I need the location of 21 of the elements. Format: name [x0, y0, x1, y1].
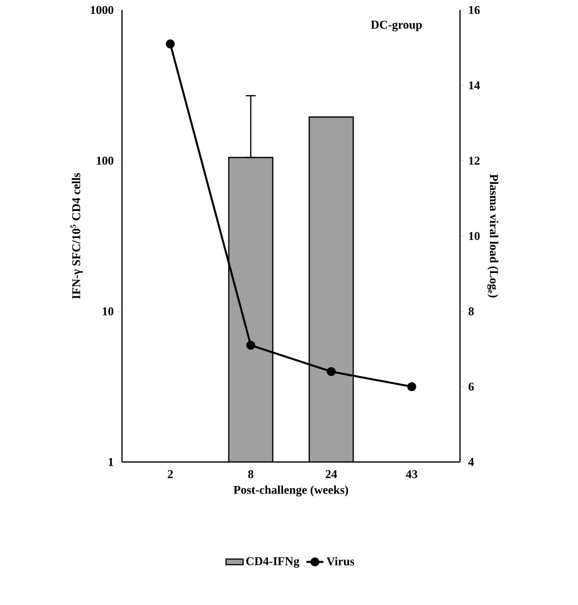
y2-tick-label: 6 [468, 382, 474, 391]
x-tick-label: 43 [406, 470, 418, 478]
x-axis-title: Post-challenge (weeks) [234, 485, 348, 496]
x-tick-label: 24 [326, 470, 337, 478]
y-tick-label: 100 [96, 156, 114, 165]
y2-axis-title: Plasma viral load (Log$_{e}$) [487, 174, 498, 298]
y-tick-label: 10 [102, 307, 114, 316]
y-axis-title: IFN-γ SFC/10$^{5}$ CD4 cells [70, 172, 83, 299]
y-tick-label: 1000 [90, 6, 114, 14]
legend-label: Virus [326, 556, 354, 566]
x-tick-label: 2 [168, 470, 173, 478]
y-tick-label: 1 [108, 458, 114, 466]
y2-tick-label: 14 [469, 81, 480, 90]
x-tick-label: 8 [248, 470, 254, 478]
legend-label: CD4-IFNg [246, 557, 300, 568]
y2-tick-label: 10 [469, 232, 480, 240]
y2-tick-label: 12 [469, 156, 480, 165]
y2-tick-label: 4 [468, 458, 474, 466]
y2-tick-label: 8 [468, 307, 474, 316]
y2-tick-label: 16 [469, 6, 480, 14]
annotation: DC-group [370, 20, 422, 32]
